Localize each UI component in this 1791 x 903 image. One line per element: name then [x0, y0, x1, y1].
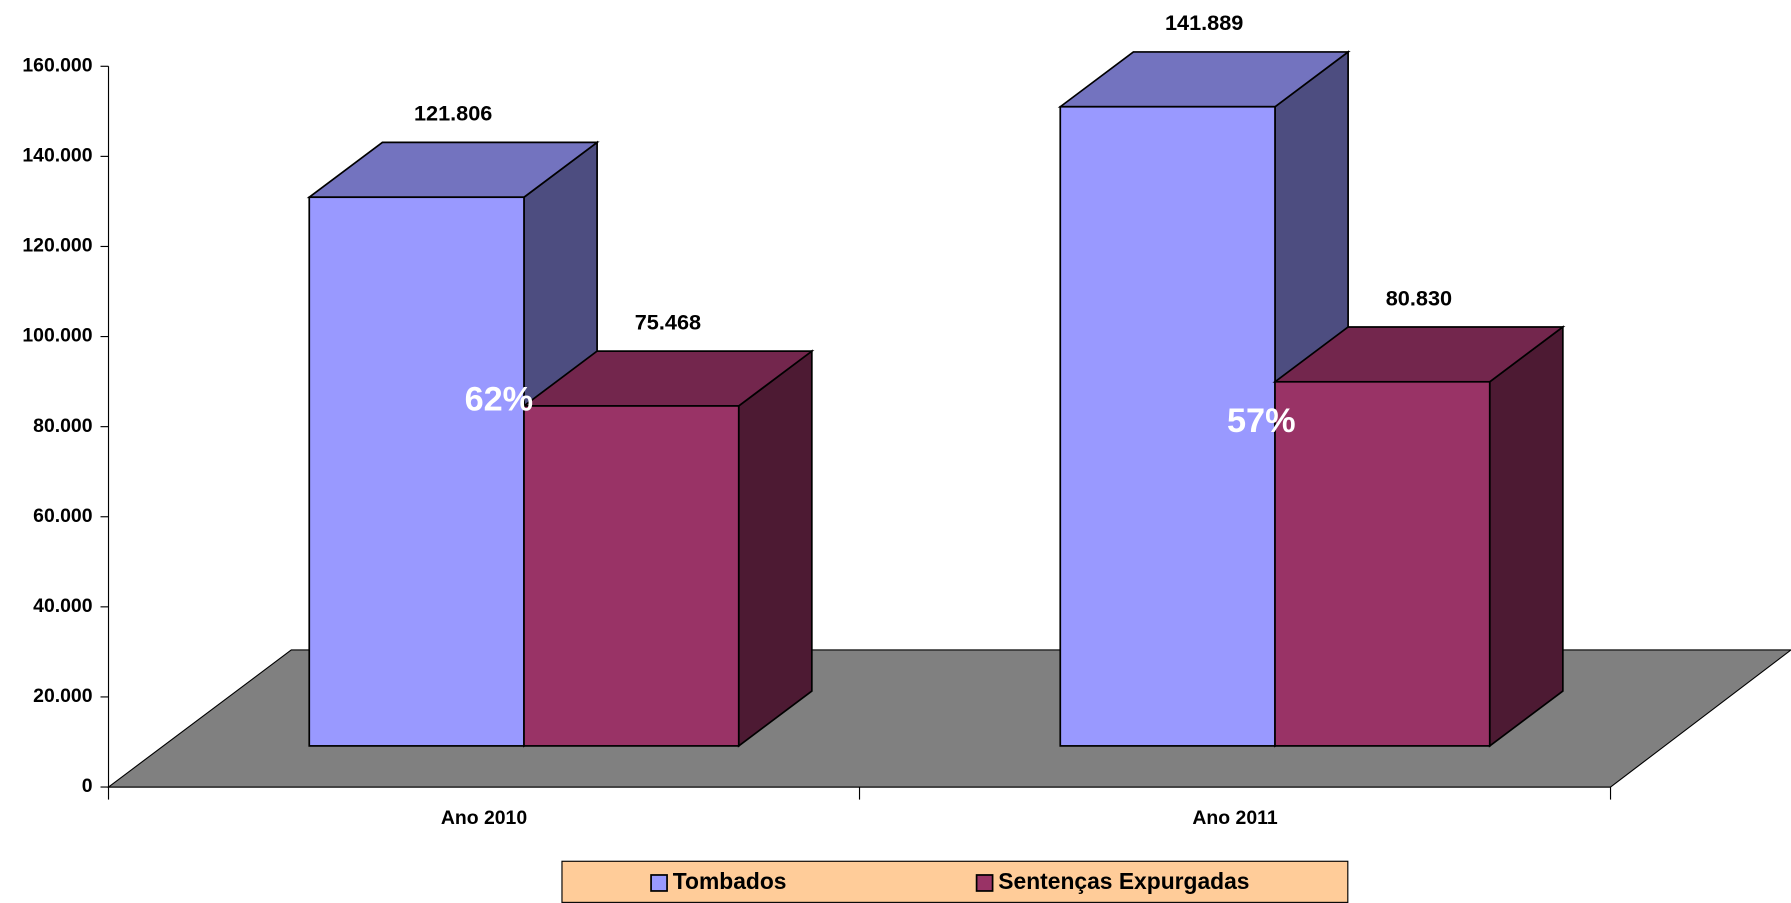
bar-front — [523, 405, 740, 747]
y-tick-label: 120.000 — [22, 235, 92, 257]
bar — [521, 349, 815, 748]
legend-swatch — [975, 874, 994, 892]
legend: Tombados Sentenças Expurgadas — [561, 860, 1349, 903]
percent-label: 57% — [1227, 402, 1296, 440]
x-tick-label: Ano 2010 — [441, 807, 527, 829]
percent-label: 62% — [465, 380, 534, 418]
axes: 0 20.000 40.000 60.000 80.000 100.000 120.000 1… — [22, 54, 1612, 829]
value-label: 141.889 — [1165, 10, 1243, 35]
bar — [1272, 325, 1566, 748]
y-tick-label: 0 — [82, 775, 93, 797]
y-tick-label: 60.000 — [33, 505, 92, 527]
y-tick-label: 40.000 — [33, 595, 92, 617]
y-tick-label: 100.000 — [22, 325, 92, 347]
bar-side — [737, 349, 813, 748]
y-tick-label: 20.000 — [33, 685, 92, 707]
y-tick-label: 160.000 — [22, 54, 92, 76]
legend-label: Tombados — [673, 868, 787, 894]
legend-label: Sentenças Expurgadas — [998, 868, 1249, 894]
bar-side — [1488, 325, 1564, 748]
value-label: 121.806 — [414, 101, 492, 126]
bar-front — [1059, 105, 1276, 747]
x-tick-label: Ano 2011 — [1192, 807, 1277, 829]
bar-front — [1274, 380, 1491, 747]
legend-box — [561, 860, 1349, 903]
bars: 121.806 75.468 62% 141.889 80.830 57% — [306, 10, 1566, 748]
bar-front — [308, 196, 525, 747]
y-tick-label: 80.000 — [33, 415, 92, 437]
value-label: 80.830 — [1386, 285, 1452, 310]
value-label: 75.468 — [635, 309, 701, 334]
y-tick-label: 140.000 — [22, 145, 92, 167]
legend-swatch — [650, 874, 668, 892]
